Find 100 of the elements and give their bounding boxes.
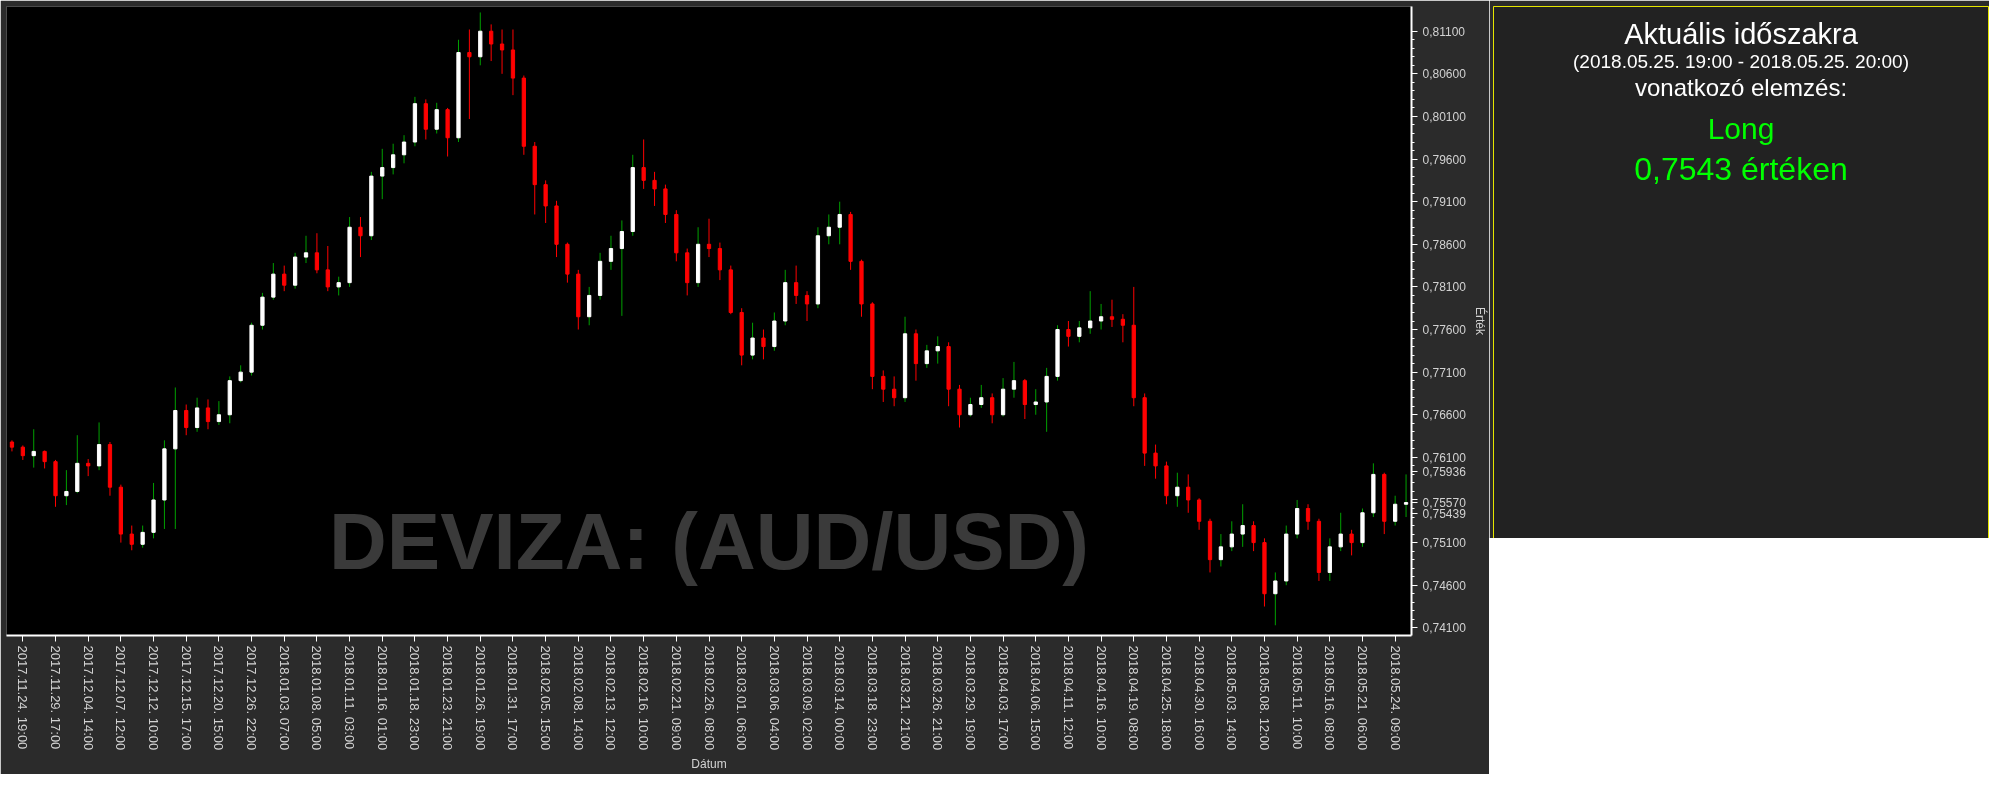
candlestick	[391, 143, 396, 175]
candlestick	[31, 428, 36, 469]
y-tick-label: 0,80100	[1422, 109, 1467, 124]
text: Long	[1707, 112, 1775, 146]
text: (2018.05.25. 19:00 - 2018.05.25. 20:00)	[1573, 50, 1909, 72]
x-tick-label: 2018.01.11. 03:00	[342, 645, 358, 750]
x-tick-label: 2018.04.06. 15:00	[1028, 645, 1044, 751]
x-tick-label: 2018.05.21. 06:00	[1354, 645, 1370, 751]
y-tick-label: 0,80600	[1422, 67, 1467, 82]
y-tick-label: 0,75100	[1422, 536, 1467, 551]
y-tick-label: 0,81100	[1422, 24, 1466, 39]
x-tick-label: 2018.05.03. 14:00	[1224, 645, 1240, 751]
candlestick	[826, 213, 831, 245]
candlestick	[837, 201, 842, 245]
candlestick	[1186, 473, 1191, 514]
candlestick	[587, 286, 592, 326]
candlestick	[1022, 378, 1027, 420]
candlestick	[194, 397, 200, 433]
candlestick	[1229, 520, 1234, 552]
x-tick-label: 2018.04.11. 12:00	[1060, 645, 1076, 750]
x-tick-label: 2018.01.16. 01:00	[374, 645, 390, 751]
candlestick	[543, 179, 548, 224]
candlestick	[1349, 529, 1354, 556]
candlestick	[184, 404, 189, 436]
candlestick	[1098, 303, 1104, 331]
text: 0,7543 értéken	[1634, 150, 1848, 187]
candlestick	[380, 148, 385, 200]
x-tick-label: 2017.11.29. 17:00	[48, 645, 64, 750]
candlestick	[314, 232, 320, 274]
candlestick	[1066, 320, 1071, 348]
x-tick-label: 2018.01.31. 17:00	[505, 645, 521, 751]
candlestick	[924, 344, 929, 369]
candlestick	[489, 23, 494, 62]
x-tick-label: 2018.02.26. 08:00	[701, 645, 717, 751]
candlestick	[1196, 497, 1202, 531]
y-tick-label: 0,77600	[1422, 323, 1467, 338]
candlestick	[1175, 472, 1180, 508]
y-tick-label: 0,75936	[1422, 464, 1467, 479]
candlestick	[467, 29, 472, 120]
candlestick	[205, 398, 211, 430]
y-tick-label: 0,79600	[1422, 152, 1467, 167]
text: DEVIZA: (AUD/USD)	[329, 496, 1089, 586]
x-tick-label: 2018.05.24. 09:00	[1387, 645, 1403, 751]
candlestick	[1120, 313, 1126, 343]
candlestick	[303, 235, 309, 264]
x-tick-label: 2017.11.24. 19:00	[15, 645, 31, 750]
candlestick	[271, 262, 276, 301]
y-tick-label: 0,74100	[1422, 621, 1467, 636]
x-tick-label: 2018.05.08. 12:00	[1256, 645, 1272, 751]
y-tick-label: 0,76100	[1422, 450, 1467, 465]
candlestick	[1011, 361, 1017, 399]
x-tick-label: 2017.12.12. 10:00	[146, 645, 162, 751]
candlestick	[935, 335, 940, 365]
candlestick	[96, 421, 102, 471]
x-tick-label: 2018.01.08. 05:00	[309, 645, 325, 751]
candlestick	[619, 219, 624, 317]
x-tick-label: 2018.02.08. 14:00	[570, 645, 586, 751]
candlestick	[64, 469, 69, 506]
x-tick-label: 2018.02.21. 09:00	[668, 645, 684, 751]
x-tick-label: 2017.12.15. 17:00	[178, 645, 194, 751]
x-tick-label: 2017.12.07. 12:00	[113, 645, 129, 751]
candlestick	[325, 245, 330, 292]
y-tick-label: 0,79100	[1422, 195, 1467, 210]
x-tick-label: 2017.12.20. 15:00	[211, 645, 227, 751]
candlestick	[434, 102, 439, 134]
candlestick	[282, 265, 287, 292]
candlestick	[499, 29, 505, 75]
candlestick	[990, 392, 995, 424]
x-tick-label: 2018.01.03. 07:00	[276, 645, 292, 751]
x-tick-label: 2018.02.05. 15:00	[538, 645, 554, 751]
text: Aktuális időszakra	[1624, 18, 1859, 51]
candlestick	[881, 369, 886, 403]
x-tick-label: 2018.04.30. 16:00	[1191, 645, 1207, 751]
x-tick-label: 2018.01.23. 21:00	[440, 645, 456, 751]
candlestick	[401, 134, 407, 164]
x-tick-label: 2017.12.04. 14:00	[80, 645, 96, 751]
y-tick-label: 0,78100	[1422, 280, 1467, 295]
y-tick-label: 0,78600	[1422, 237, 1467, 252]
x-tick-label: 2018.03.01. 06:00	[734, 645, 750, 751]
candlestick	[804, 290, 810, 322]
x-tick-label: 2018.01.18. 23:00	[407, 645, 423, 751]
x-tick-label: 2018.05.16. 08:00	[1322, 645, 1338, 751]
candlestick	[706, 218, 712, 258]
candlestick	[1251, 520, 1256, 552]
candlestick	[1033, 388, 1038, 416]
candlestick	[358, 216, 363, 258]
y-tick-label: 0,76600	[1422, 408, 1467, 423]
candlestick	[1218, 533, 1224, 567]
y-tick-label: 0,74600	[1422, 578, 1467, 593]
x-axis-title: Dátum	[691, 757, 727, 772]
x-tick-label: 2018.04.16. 10:00	[1093, 645, 1109, 751]
candlestick	[794, 265, 799, 305]
text: vonatkozó elemzés:	[1634, 74, 1848, 102]
candlestick	[1393, 495, 1398, 527]
candlestick	[1338, 512, 1343, 552]
x-tick-label: 2018.03.29. 19:00	[962, 645, 978, 751]
candlestick	[1153, 444, 1158, 480]
x-tick-label: 2018.03.06. 04:00	[766, 645, 782, 751]
candlestick	[1240, 503, 1245, 548]
candlestick	[892, 375, 897, 407]
